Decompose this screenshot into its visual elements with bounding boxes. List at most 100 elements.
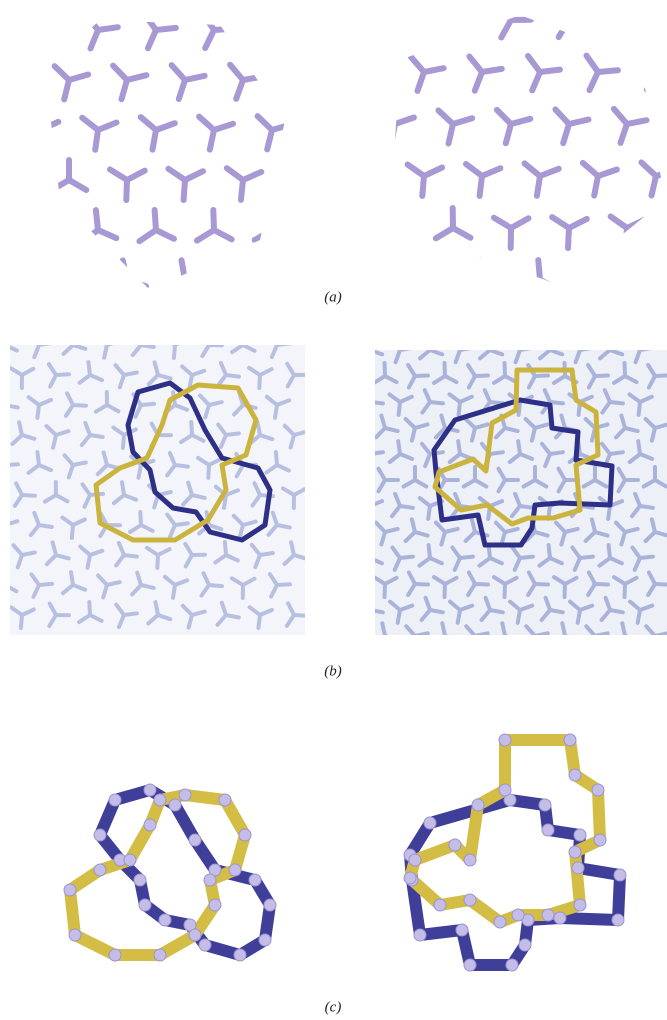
node	[472, 799, 484, 811]
tripod	[113, 66, 146, 100]
node	[154, 794, 166, 806]
tripod	[261, 13, 292, 48]
lattice	[378, 2, 667, 292]
tripod	[82, 118, 116, 150]
panel-a: (a)	[24, 2, 667, 305]
node	[554, 912, 566, 924]
node	[456, 924, 468, 936]
tripod	[552, 217, 587, 248]
node	[574, 829, 586, 841]
tripod	[170, 260, 204, 293]
node	[414, 929, 426, 941]
tripod	[378, 208, 413, 239]
node	[169, 799, 181, 811]
node	[234, 949, 246, 961]
node	[144, 819, 156, 831]
tripod	[168, 169, 203, 200]
node	[614, 869, 626, 881]
node	[499, 784, 511, 796]
tripod	[172, 65, 205, 99]
node	[494, 916, 506, 928]
tripod	[555, 109, 588, 143]
tripod	[583, 163, 617, 196]
nodes	[64, 734, 626, 971]
node	[404, 872, 416, 884]
tripod	[528, 56, 560, 90]
tripod	[55, 66, 89, 99]
tripod	[466, 164, 500, 196]
tripod	[82, 210, 117, 242]
panel-label: (c)	[325, 999, 342, 1015]
node	[424, 817, 436, 829]
node	[109, 794, 121, 806]
node	[264, 899, 276, 911]
tripod	[139, 210, 174, 241]
tripod	[409, 260, 443, 292]
node	[159, 914, 171, 926]
node	[189, 929, 201, 941]
tripod	[255, 210, 290, 240]
tripod	[380, 111, 414, 144]
tripod	[587, 56, 618, 91]
tripod	[27, 15, 60, 49]
node	[144, 784, 156, 796]
tripod	[411, 57, 444, 91]
node	[229, 864, 241, 876]
node	[564, 734, 576, 746]
tripod	[466, 260, 500, 292]
node	[249, 874, 261, 886]
tripod	[581, 260, 616, 291]
tripod	[110, 169, 145, 200]
node	[592, 784, 604, 796]
tripod	[227, 168, 261, 200]
node	[154, 949, 166, 961]
tripod	[0, 332, 17, 353]
lattice	[24, 13, 292, 294]
tripod	[645, 55, 667, 90]
node	[612, 914, 624, 926]
blue-loop	[100, 790, 270, 955]
node	[239, 829, 251, 841]
node	[134, 874, 146, 886]
figure: (a) (b) (c)	[0, 0, 667, 1020]
tripod	[52, 160, 87, 190]
tripod	[144, 14, 176, 49]
node	[219, 794, 231, 806]
tripod	[24, 210, 58, 242]
node	[519, 939, 531, 951]
panel-b: (b)	[0, 332, 667, 679]
node	[464, 894, 476, 906]
node	[179, 789, 191, 801]
node	[199, 939, 211, 951]
tripod	[408, 165, 443, 196]
node	[69, 929, 81, 941]
node	[109, 949, 121, 961]
node	[539, 799, 551, 811]
node	[574, 899, 586, 911]
blue-loop	[410, 800, 620, 965]
tripod	[384, 4, 415, 39]
panel-c: (c)	[64, 734, 626, 1015]
node	[542, 824, 554, 836]
tripod	[525, 163, 559, 195]
node	[209, 899, 221, 911]
tripod	[55, 261, 89, 294]
tripod	[197, 210, 232, 241]
node	[512, 909, 524, 921]
node	[594, 834, 606, 846]
tripod	[141, 117, 175, 150]
node	[434, 899, 446, 911]
tripod	[494, 218, 529, 248]
node	[94, 829, 106, 841]
node	[506, 959, 518, 971]
tripod	[203, 13, 234, 48]
node	[204, 874, 216, 886]
tripod	[199, 117, 233, 150]
node	[64, 884, 76, 896]
tripod	[524, 260, 559, 291]
node	[409, 854, 421, 866]
tripod	[641, 162, 667, 195]
node	[124, 854, 136, 866]
tripod	[438, 110, 472, 143]
tripod	[469, 57, 501, 91]
